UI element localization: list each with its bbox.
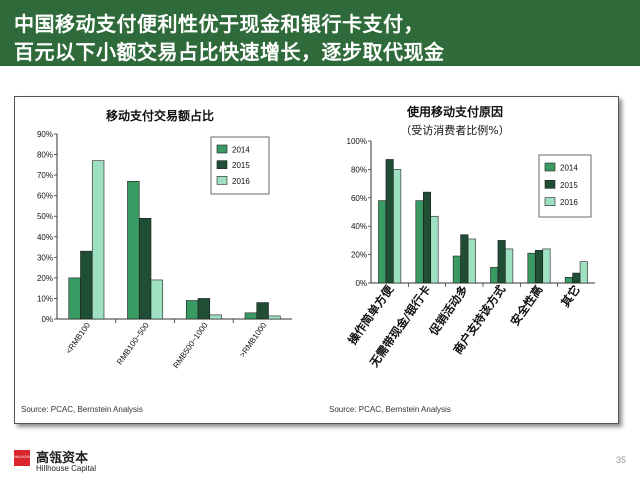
right-bar — [490, 267, 499, 284]
right-bar — [527, 252, 536, 284]
right-y-tick-label: 80% — [351, 165, 367, 174]
right-category-label: 安全性高 — [508, 283, 546, 329]
company-name-en: Hillhouse Capital — [36, 464, 97, 473]
page-number: 35 — [615, 455, 626, 465]
left-legend-swatch — [216, 144, 228, 154]
slide-title-line-2: 百元以下小额交易占比快速增长，逐步取代现金 — [14, 40, 445, 64]
company-name-cn: 高瓴资本 — [36, 451, 89, 466]
title-bar: 中国移动支付便利性优于现金和银行卡支付， 百元以下小额交易占比快速增长，逐步取代… — [0, 0, 640, 66]
right-category-label: 其它 — [558, 283, 583, 310]
right-bar — [497, 240, 506, 284]
left-bar — [197, 298, 211, 320]
left-category-label: RMB100~500 — [115, 321, 151, 367]
left-bar — [138, 217, 152, 320]
left-bar — [209, 314, 222, 320]
right-bar — [385, 159, 394, 284]
right-y-tick-label: 40% — [351, 222, 367, 231]
right-bar — [564, 277, 573, 284]
left-y-tick-label: 40% — [37, 233, 53, 242]
left-bar — [185, 300, 199, 320]
left-y-tick-label: 30% — [37, 253, 53, 262]
right-legend-label: 2015 — [560, 181, 578, 190]
right-chart-subtitle: （受访消费者比例%） — [400, 123, 509, 137]
left-bar — [91, 160, 105, 320]
right-bar — [572, 272, 581, 284]
right-bar — [452, 255, 461, 284]
right-legend-swatch — [544, 197, 556, 206]
right-bar — [430, 215, 439, 284]
right-bar — [378, 200, 387, 284]
right-legend-label: 2014 — [560, 164, 578, 173]
left-bar — [80, 250, 93, 320]
left-y-tick-label: 50% — [37, 212, 53, 221]
left-y-tick-label: 70% — [37, 171, 53, 180]
slide-title-line-1: 中国移动支付便利性优于现金和银行卡支付， — [14, 12, 424, 36]
left-bar — [68, 277, 81, 320]
right-chart-title: 使用移动支付原因 — [406, 104, 503, 119]
left-category-label: RMB500~1000 — [171, 321, 209, 371]
left-legend-swatch — [216, 160, 228, 169]
right-bar — [393, 169, 402, 284]
right-bar — [542, 248, 551, 284]
left-chart-source: Source: PCAC, Bernstein Analysis — [21, 405, 143, 414]
left-y-tick-label: 0% — [41, 315, 53, 324]
right-chart-source: Source: PCAC, Bernstein Analysis — [329, 405, 451, 414]
left-y-tick-label: 10% — [37, 294, 53, 303]
right-bar — [467, 238, 476, 284]
right-y-tick-label: 20% — [351, 251, 367, 260]
left-legend-swatch — [216, 176, 228, 185]
hillhouse-logo: HILLHOUSE — [14, 450, 34, 466]
chart-panel: 移动支付交易额占比 0% 10% 20% 30% 40% 50% 60% 70% 80% 90% <R… — [14, 96, 619, 424]
left-bar — [127, 180, 140, 320]
right-bar — [505, 248, 514, 284]
left-y-tick-label: 20% — [37, 274, 53, 283]
left-y-tick-label: 80% — [37, 151, 53, 160]
right-bar — [422, 191, 432, 284]
left-category-label: >RMB1000 — [238, 321, 269, 360]
right-y-tick-label: 100% — [347, 137, 367, 146]
right-bar — [534, 250, 544, 284]
right-y-tick-label: 0% — [355, 279, 367, 288]
left-y-tick-label: 90% — [37, 130, 53, 139]
left-bar — [150, 279, 164, 320]
left-legend-label: 2014 — [232, 146, 250, 155]
right-legend-label: 2016 — [560, 198, 578, 207]
left-chart-title: 移动支付交易额占比 — [106, 108, 214, 123]
right-legend-swatch — [544, 180, 556, 189]
left-category-label: <RMB100 — [64, 321, 92, 356]
left-legend-label: 2015 — [232, 161, 250, 170]
right-bar — [415, 200, 424, 284]
right-legend-swatch — [544, 162, 556, 172]
charts-canvas: 移动支付交易额占比 0% 10% 20% 30% 40% 50% 60% 70% 80% 90% <R… — [37, 104, 595, 371]
left-bar — [244, 312, 258, 320]
left-legend-label: 2016 — [232, 177, 250, 186]
right-bar — [579, 261, 588, 284]
right-bar — [460, 234, 469, 284]
right-y-tick-label: 60% — [351, 194, 367, 203]
left-y-tick-label: 60% — [37, 192, 53, 201]
left-bar — [256, 302, 269, 320]
left-bar — [268, 315, 281, 320]
